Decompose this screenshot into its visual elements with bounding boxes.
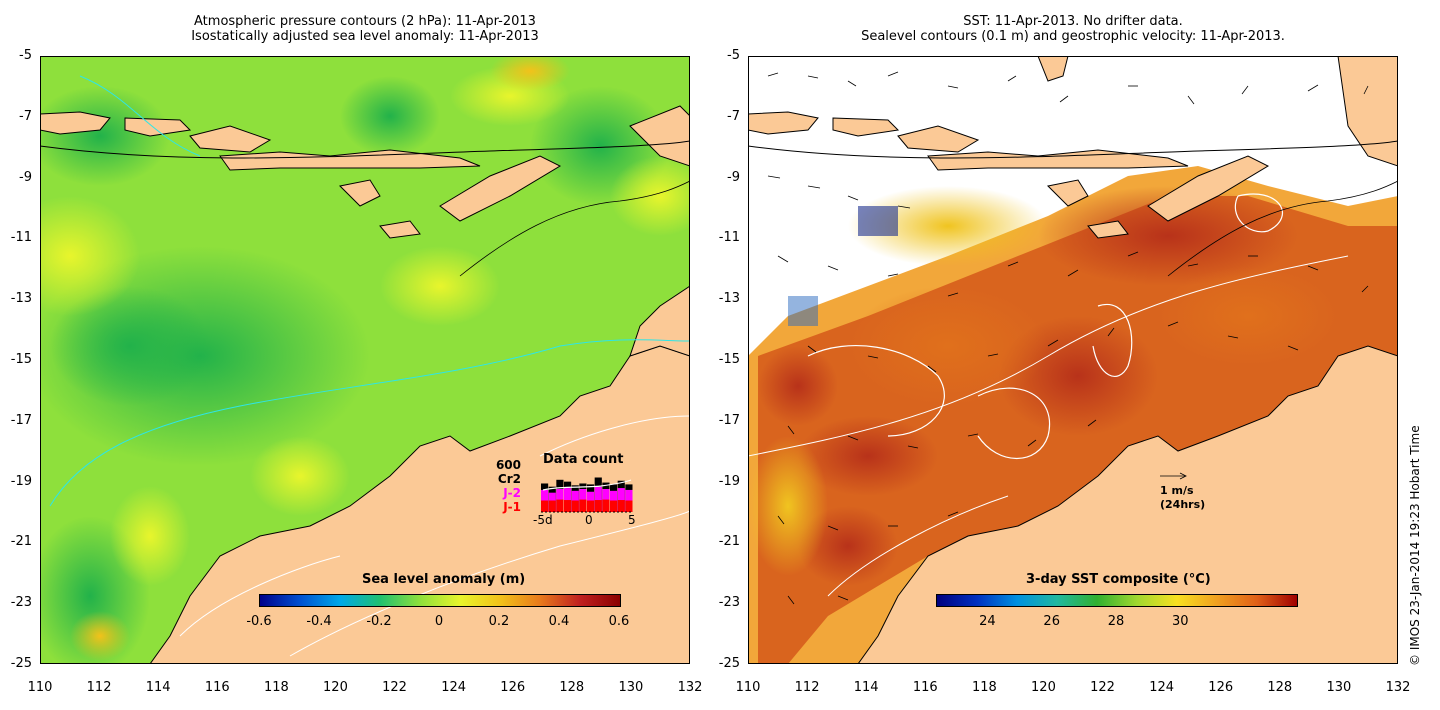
left-colorbar-tick: -0.2 xyxy=(366,614,392,629)
left-colorbar-tick: 0.4 xyxy=(548,614,570,629)
data-count-bar xyxy=(571,500,579,512)
y-tick-label: -21 xyxy=(10,534,32,550)
sst-map[interactable]: 1 m/s (24hrs) xyxy=(748,56,1398,664)
data-count-xtick-mid: 0 xyxy=(585,513,593,527)
velocity-scale-line2: (24hrs) xyxy=(1160,498,1206,511)
x-tick-label: 118 xyxy=(263,680,289,695)
x-tick-label: 116 xyxy=(204,680,230,695)
x-tick-label: 128 xyxy=(1267,680,1293,695)
right-colorbar-label: 3-day SST composite (°C) xyxy=(1026,572,1211,587)
y-tick-label: -5 xyxy=(19,48,32,63)
y-tick-label: -9 xyxy=(727,169,740,185)
data-count-bar xyxy=(610,500,618,512)
x-tick-label: 124 xyxy=(1149,680,1175,695)
data-count-bar xyxy=(617,488,625,512)
velocity-scale-label: 1 m/s (24hrs) xyxy=(1160,484,1205,512)
x-tick-label: 116 xyxy=(912,680,938,695)
x-tick-label: 120 xyxy=(1031,680,1056,695)
data-count-bar xyxy=(594,500,602,512)
left-colorbar-label: Sea level anomaly (m) xyxy=(362,572,526,587)
sea-level-anomaly-map[interactable] xyxy=(40,56,690,664)
data-count-bar xyxy=(548,500,556,512)
y-tick-label: -11 xyxy=(10,230,32,246)
series-label-j1: J-1 xyxy=(503,500,521,514)
right-title-line1: SST: 11-Apr-2013. No drifter data. xyxy=(963,14,1183,29)
left-colorbar-tick: -0.6 xyxy=(246,614,272,629)
left-colorbar-tick: 0 xyxy=(434,614,444,629)
right-colorbar-tick: 26 xyxy=(1043,614,1060,629)
x-tick-label: 118 xyxy=(971,680,997,695)
data-count-bar xyxy=(625,500,633,512)
left-colorbar xyxy=(259,594,621,607)
x-tick-label: 132 xyxy=(1385,680,1411,695)
y-tick-label: -25 xyxy=(718,656,740,671)
copyright-text: © IMOS 23-Jan-2014 19:23 Hobart Time xyxy=(1408,425,1422,666)
x-tick-label: 126 xyxy=(1208,680,1234,695)
right-colorbar-tick: 28 xyxy=(1107,614,1125,629)
y-tick-label: -19 xyxy=(10,473,32,489)
y-tick-label: -21 xyxy=(718,534,740,550)
data-count-max-label: 600 xyxy=(495,458,521,472)
data-count-xtick-start: -5d xyxy=(533,513,553,527)
y-tick-label: -15 xyxy=(718,352,740,367)
left-colorbar-tick: 0.2 xyxy=(488,614,510,629)
data-count-bar xyxy=(617,500,625,512)
y-tick-label: -15 xyxy=(10,352,32,367)
x-tick-label: 124 xyxy=(441,680,467,695)
data-count-chart xyxy=(541,477,633,513)
x-tick-label: 114 xyxy=(853,680,879,695)
left-map-title: Atmospheric pressure contours (2 hPa): 1… xyxy=(40,14,690,44)
left-colorbar-tick: 0.6 xyxy=(608,614,630,629)
x-tick-label: 122 xyxy=(382,680,407,695)
right-colorbar-tick: 30 xyxy=(1172,614,1189,629)
y-tick-label: -17 xyxy=(718,412,740,428)
left-title-line2: Isostatically adjusted sea level anomaly… xyxy=(191,29,539,44)
y-tick-label: -23 xyxy=(718,595,740,611)
data-count-title: Data count xyxy=(543,452,624,467)
data-count-bar xyxy=(556,499,564,512)
x-tick-label: 110 xyxy=(27,680,53,695)
y-tick-label: -13 xyxy=(718,291,740,307)
data-count-xtick-end: 5 xyxy=(628,513,636,527)
y-tick-label: -17 xyxy=(10,412,32,428)
x-tick-label: 112 xyxy=(86,680,112,695)
x-tick-label: 130 xyxy=(618,680,644,695)
x-tick-label: 112 xyxy=(794,680,820,695)
y-tick-label: -19 xyxy=(718,473,740,489)
y-tick-label: -25 xyxy=(10,656,32,671)
right-title-line2: Sealevel contours (0.1 m) and geostrophi… xyxy=(861,29,1285,44)
y-tick-label: -7 xyxy=(19,108,32,124)
data-count-bar xyxy=(541,500,549,512)
data-count-bar xyxy=(579,499,587,512)
x-tick-label: 132 xyxy=(677,680,703,695)
data-count-bar xyxy=(564,488,572,512)
x-tick-label: 120 xyxy=(323,680,348,695)
velocity-scale-line1: 1 m/s xyxy=(1160,484,1194,497)
y-tick-label: -5 xyxy=(727,48,740,63)
data-count-bar xyxy=(594,486,602,512)
y-tick-label: -7 xyxy=(727,108,740,124)
y-tick-label: -9 xyxy=(19,169,32,185)
x-tick-label: 128 xyxy=(559,680,585,695)
left-title-line1: Atmospheric pressure contours (2 hPa): 1… xyxy=(194,14,536,29)
left-colorbar-tick: -0.4 xyxy=(306,614,332,629)
data-count-bar xyxy=(602,499,610,512)
y-tick-label: -11 xyxy=(718,230,740,246)
x-tick-label: 110 xyxy=(735,680,761,695)
series-label-j2: J-2 xyxy=(503,486,521,500)
x-tick-label: 122 xyxy=(1090,680,1115,695)
y-tick-label: -23 xyxy=(10,595,32,611)
data-count-bar xyxy=(564,500,572,512)
y-tick-label: -13 xyxy=(10,291,32,307)
data-count-bar xyxy=(587,500,595,512)
right-map-title: SST: 11-Apr-2013. No drifter data. Seale… xyxy=(748,14,1398,44)
x-tick-label: 126 xyxy=(500,680,526,695)
right-colorbar-tick: 24 xyxy=(979,614,996,629)
right-colorbar xyxy=(936,594,1298,607)
series-label-cr2: Cr2 xyxy=(497,472,521,486)
x-tick-label: 114 xyxy=(145,680,171,695)
x-tick-label: 130 xyxy=(1326,680,1352,695)
